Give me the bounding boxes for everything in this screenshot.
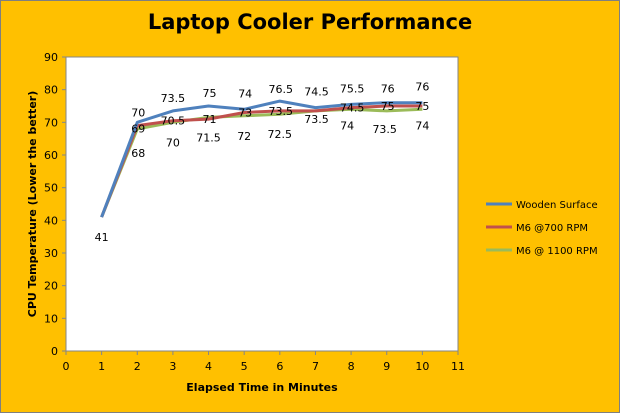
y-tick-label: 0 — [51, 345, 58, 358]
x-axis-title: Elapsed Time in Minutes — [186, 381, 338, 394]
x-tick-label: 7 — [312, 360, 319, 373]
x-tick-label: 10 — [415, 360, 429, 373]
legend: Wooden Surface M6 @700 RPM M6 @ 1100 RPM — [486, 200, 598, 257]
x-tick-label: 5 — [241, 360, 248, 373]
y-axis-title: CPU Temperature (Lower the better) — [26, 91, 39, 317]
chart-title: Laptop Cooler Performance — [147, 10, 473, 34]
data-label: 70.5 — [161, 115, 186, 128]
y-tick-label: 50 — [44, 182, 58, 195]
data-label: 73.5 — [372, 123, 397, 136]
data-label: 76 — [415, 81, 429, 94]
data-label: 71 — [203, 113, 217, 126]
data-label: 76 — [381, 83, 395, 96]
series-line-3 — [100, 107, 423, 218]
legend-label: M6 @700 RPM — [516, 223, 588, 234]
data-label: 74.5 — [304, 86, 329, 99]
x-tick-label: 6 — [276, 360, 283, 373]
data-label: 71.5 — [196, 131, 221, 144]
x-tick-label: 3 — [169, 360, 176, 373]
y-tick-label: 10 — [44, 312, 58, 325]
y-tick-label: 70 — [44, 116, 58, 129]
data-label: 41 — [95, 231, 109, 244]
y-tick-label: 90 — [44, 51, 58, 64]
y-tick-label: 30 — [44, 247, 58, 260]
data-label: 72 — [237, 130, 251, 143]
x-tick-label: 11 — [451, 360, 465, 373]
data-label: 75.5 — [340, 82, 365, 95]
data-label: 74 — [340, 119, 354, 132]
y-tick-label: 40 — [44, 214, 58, 227]
data-label: 68 — [131, 147, 145, 160]
data-label: 76.5 — [269, 83, 294, 96]
data-label: 73.5 — [269, 105, 294, 118]
data-label: 69 — [131, 123, 145, 136]
data-label: 74 — [238, 87, 252, 100]
data-label: 74 — [415, 119, 429, 132]
data-label: 73.5 — [304, 113, 329, 126]
series-line-2 — [100, 104, 423, 218]
legend-label: M6 @ 1100 RPM — [516, 246, 598, 257]
plot-area — [65, 56, 459, 352]
data-label: 70 — [166, 136, 180, 149]
x-tick-label: 8 — [348, 360, 355, 373]
x-tick-label: 2 — [134, 360, 141, 373]
data-label: 70 — [131, 106, 145, 119]
data-label: 72.5 — [268, 128, 293, 141]
data-label: 74.5 — [340, 102, 365, 115]
y-tick-label: 80 — [44, 84, 58, 97]
data-label: 75 — [415, 100, 429, 113]
x-tick-label: 4 — [205, 360, 212, 373]
x-tick-label: 9 — [383, 360, 390, 373]
data-label: 75 — [381, 100, 395, 113]
x-tick-label: 1 — [98, 360, 105, 373]
y-tick-label: 20 — [44, 280, 58, 293]
data-label: 73 — [238, 107, 252, 120]
series-line-1 — [100, 99, 423, 218]
legend-label: Wooden Surface — [516, 200, 598, 211]
x-tick-label: 0 — [63, 360, 70, 373]
y-tick-label: 60 — [44, 149, 58, 162]
data-label: 73.5 — [161, 92, 186, 105]
data-label: 75 — [203, 87, 217, 100]
